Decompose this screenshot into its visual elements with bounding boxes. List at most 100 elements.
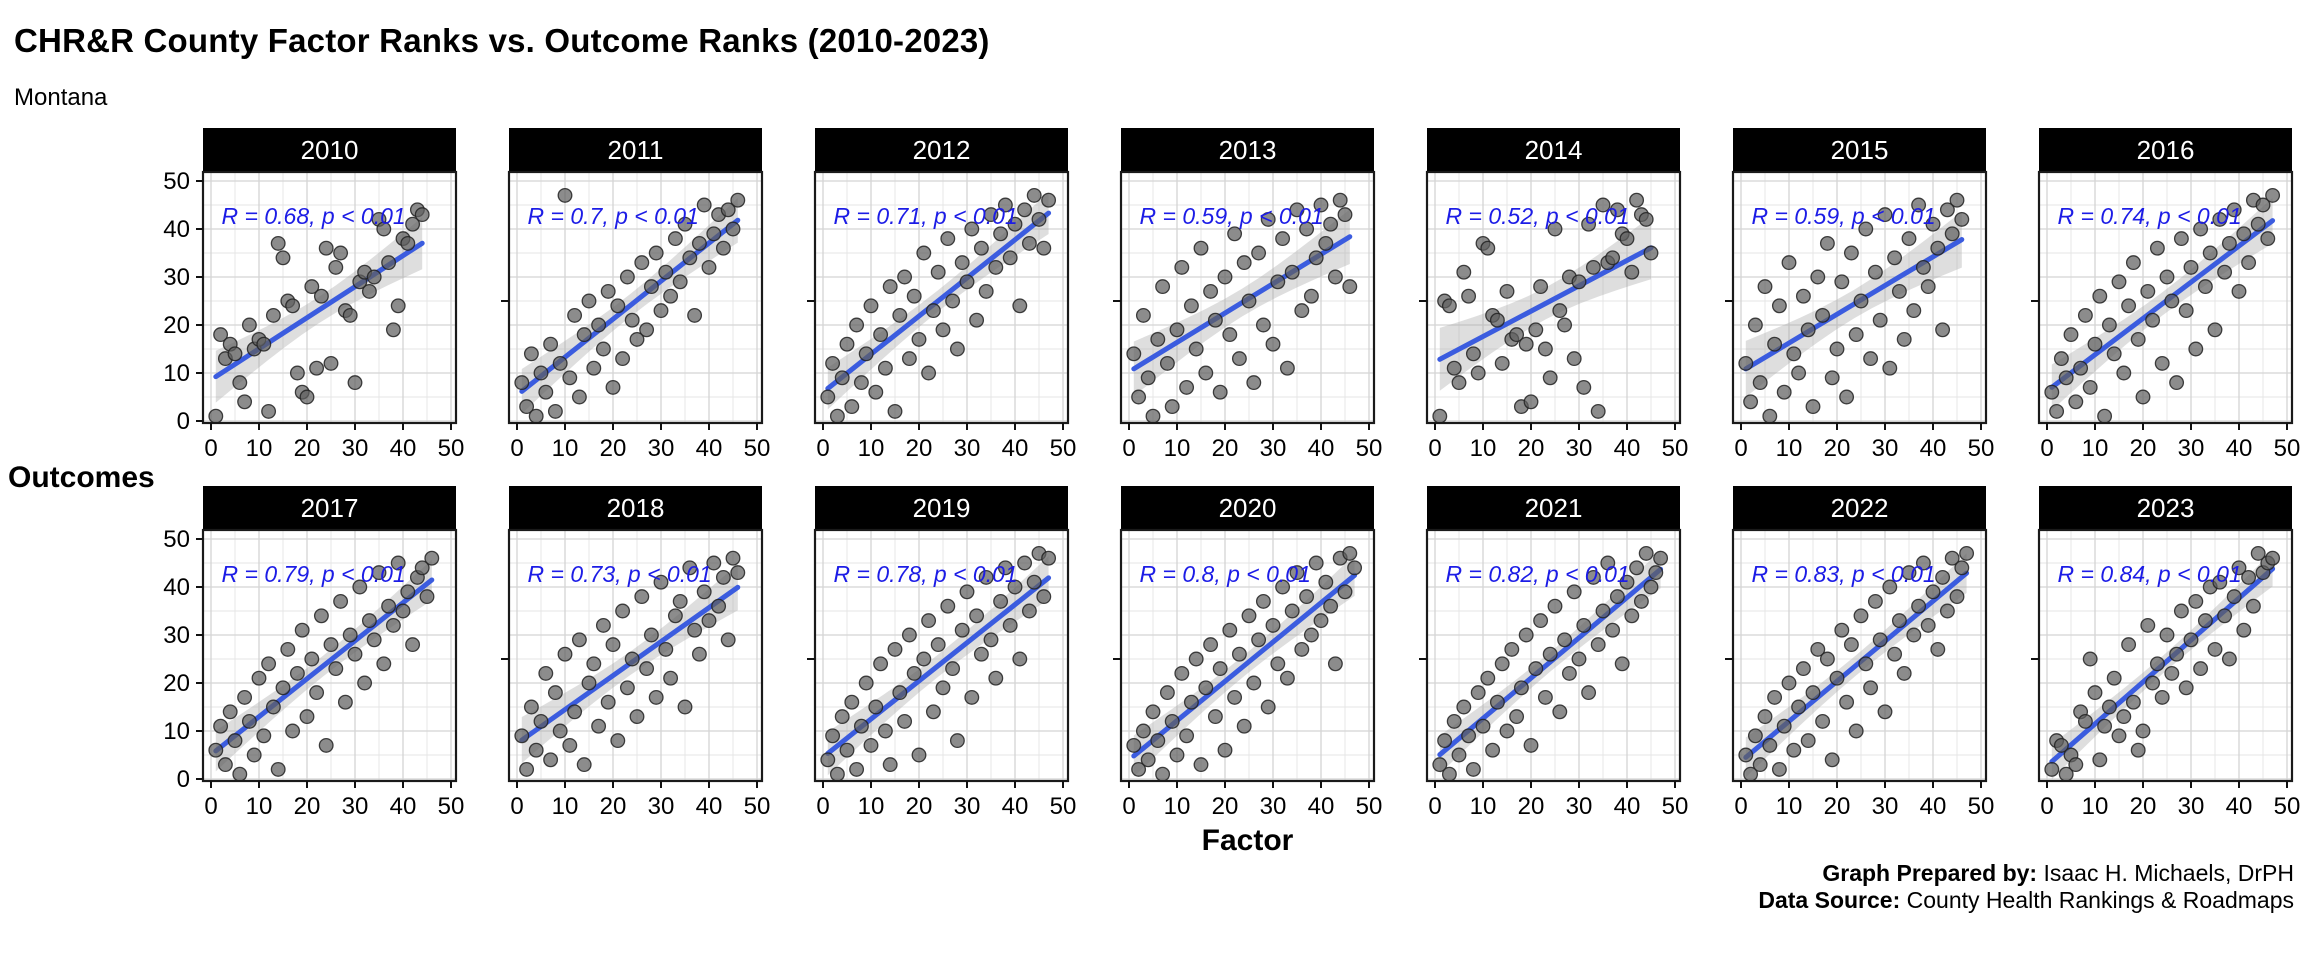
data-point <box>897 713 913 729</box>
data-point <box>2116 365 2132 381</box>
data-point <box>1771 761 1787 777</box>
svg-text:20: 20 <box>163 312 190 339</box>
data-point <box>1188 651 1204 667</box>
data-point <box>1781 675 1797 691</box>
data-point <box>2207 641 2223 657</box>
svg-text:50: 50 <box>2274 793 2301 820</box>
data-points <box>1126 545 1363 782</box>
facet-panel-2022: 2022 R = 0.83, p < 0.01 0 10 20 30 40 50 <box>1725 486 1994 820</box>
data-point <box>342 627 358 643</box>
data-point <box>2173 603 2189 619</box>
data-point <box>610 298 626 314</box>
data-point <box>629 709 645 725</box>
panel-border <box>201 528 458 783</box>
svg-text:30: 30 <box>2178 793 2205 820</box>
data-point <box>586 360 602 376</box>
data-point <box>571 632 587 648</box>
data-point <box>1451 747 1467 763</box>
data-point <box>1848 723 1864 739</box>
data-points <box>1738 192 1970 424</box>
data-point <box>1624 264 1640 280</box>
data-point <box>217 757 233 773</box>
facet-panel-2014: 2014 R = 0.52, p < 0.01 0 10 20 30 40 50 <box>1419 128 1688 462</box>
data-point <box>648 245 664 261</box>
svg-text:10: 10 <box>163 718 190 745</box>
correlation-label: R = 0.79, p < 0.01 <box>222 561 406 587</box>
data-point <box>1299 221 1315 237</box>
data-point <box>1891 283 1907 299</box>
data-point <box>701 259 717 275</box>
data-point <box>1771 298 1787 314</box>
svg-text:50: 50 <box>744 435 771 462</box>
data-point <box>567 704 583 720</box>
data-point <box>887 641 903 657</box>
data-point <box>1135 307 1151 323</box>
data-point <box>318 240 334 256</box>
data-point <box>1853 608 1869 624</box>
data-point <box>1169 747 1185 763</box>
data-point <box>2087 336 2103 352</box>
data-point <box>1270 656 1286 672</box>
data-point <box>1255 317 1271 333</box>
data-point <box>2202 245 2218 261</box>
data-point <box>1451 375 1467 391</box>
data-point <box>2097 718 2113 734</box>
data-point <box>1275 231 1291 247</box>
data-point <box>400 584 416 600</box>
data-point <box>1021 603 1037 619</box>
data-point <box>1566 351 1582 367</box>
data-point <box>2250 545 2266 561</box>
data-point <box>2193 661 2209 677</box>
data-point <box>1585 259 1601 275</box>
data-point <box>1633 593 1649 609</box>
data-point <box>619 269 635 285</box>
data-point <box>1465 761 1481 777</box>
data-point <box>1743 394 1759 410</box>
data-point <box>552 723 568 739</box>
data-point <box>691 646 707 662</box>
data-point <box>2077 713 2093 729</box>
x-axis: 0 10 20 30 40 50 <box>204 423 464 462</box>
data-point <box>519 761 535 777</box>
data-point <box>1863 680 1879 696</box>
svg-text:40: 40 <box>1614 435 1641 462</box>
data-point <box>1251 245 1267 261</box>
scatter-plot-2023: R = 0.84, p < 0.01 0 10 20 30 40 50 <box>2031 528 2300 820</box>
data-point <box>1906 627 1922 643</box>
data-point <box>1795 661 1811 677</box>
data-points <box>208 202 430 424</box>
data-point <box>954 622 970 638</box>
data-point <box>877 360 893 376</box>
data-point <box>687 622 703 638</box>
data-point <box>1542 370 1558 386</box>
data-point <box>1155 279 1171 295</box>
data-point <box>643 279 659 295</box>
data-point <box>1212 661 1228 677</box>
data-point <box>658 264 674 280</box>
data-point <box>1169 322 1185 338</box>
data-point <box>2193 221 2209 237</box>
data-point <box>925 303 941 319</box>
facet-row-bottom: 2017 R = 0.79, p < 0.01 0 10 20 30 40 50 2018 R =… <box>201 486 2300 820</box>
scatter-plot-2015: R = 0.59, p < 0.01 0 10 20 30 40 50 <box>1725 170 1994 462</box>
data-point <box>328 661 344 677</box>
svg-text:50: 50 <box>163 168 190 195</box>
data-point <box>347 646 363 662</box>
data-point <box>1183 298 1199 314</box>
data-point <box>964 689 980 705</box>
data-point <box>682 560 698 576</box>
data-point <box>1193 757 1209 773</box>
data-point <box>405 216 421 232</box>
x-axis: 0 10 20 30 40 50 <box>816 781 1076 820</box>
facet-strip-2010: 2010 <box>203 128 456 172</box>
data-point <box>1260 211 1276 227</box>
data-point <box>687 307 703 323</box>
credit-prepared-by: Graph Prepared by: Isaac H. Michaels, Dr… <box>1822 860 2294 886</box>
data-point <box>1638 211 1654 227</box>
data-point <box>997 560 1013 576</box>
data-point <box>1313 613 1329 629</box>
svg-text:50: 50 <box>438 435 465 462</box>
data-point <box>1939 202 1955 218</box>
data-point <box>1935 322 1951 338</box>
data-point <box>1126 737 1142 753</box>
